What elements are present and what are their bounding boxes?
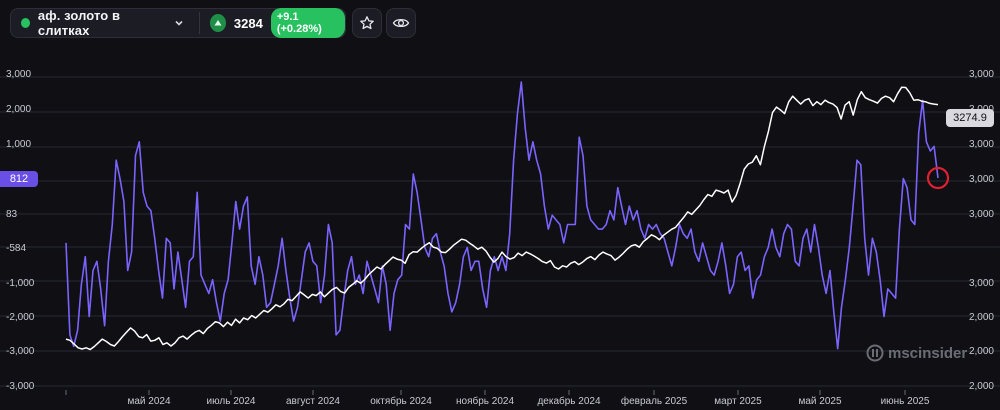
right-axis-tick-label: 3,000 (969, 174, 994, 185)
right-axis-tick-label: 2,000 (969, 312, 994, 323)
right-axis-tick-label: 3,000 (969, 278, 994, 289)
left-current-label: 812 (0, 171, 38, 187)
x-axis-tick-label: май 2024 (127, 396, 170, 407)
left-axis-tick-label: -3,000 (6, 346, 35, 357)
left-axis-tick-label: 3,000 (6, 69, 31, 80)
series-line-right-axis (65, 86, 939, 351)
top-toolbar: аф. золото в слитках 3284 +9.1 (+0.28%) (0, 0, 1000, 48)
series-line-left-axis (65, 81, 939, 350)
favorite-button[interactable] (352, 8, 382, 38)
x-axis: май 2024 июль 2024 август 2024 октябрь 2024… (65, 390, 930, 407)
right-axis-tick-label: 2,000 (969, 381, 994, 392)
left-axis: 3,000 2,000 1,000 83 -584 -1,000 -2,000 -3,000 -… (6, 69, 35, 392)
chart-grid (0, 76, 1000, 387)
left-axis-tick-label: -1,000 (6, 278, 35, 289)
left-axis-tick-label: -3,000 (6, 381, 35, 392)
eye-icon (392, 18, 410, 28)
x-axis-tick-label: февраль 2025 (621, 395, 688, 407)
current-point-marker (926, 166, 950, 190)
instrument-name: аф. золото в слитках (37, 8, 121, 38)
x-axis-tick-label: июнь 2025 (881, 396, 930, 407)
chevron-down-icon[interactable] (172, 16, 184, 30)
right-axis-tick-label: 2,000 (969, 346, 994, 357)
left-axis-tick-label: -2,000 (6, 312, 35, 323)
watermark-text: mscinsider (888, 344, 968, 362)
price-change-badge: +9.1 (+0.28%) (270, 8, 345, 38)
x-axis-tick-label: август 2024 (286, 396, 340, 407)
arrow-up-icon (209, 14, 226, 32)
x-axis-tick-label: июль 2024 (207, 396, 256, 407)
left-axis-tick-label: -584 (6, 243, 26, 254)
right-axis-tick-label: 3,000 (969, 139, 994, 150)
x-axis-tick-label: декабрь 2024 (537, 395, 601, 407)
watch-button[interactable] (386, 8, 416, 38)
instrument-selector[interactable]: аф. золото в слитках 3284 +9.1 (+0.28%) (10, 8, 346, 38)
right-axis-tick-label: 3,000 (969, 209, 994, 220)
right-current-label: 3274.9 (946, 109, 994, 127)
x-axis-tick-label: ноябрь 2024 (456, 395, 514, 407)
x-axis-tick-label: октябрь 2024 (370, 395, 432, 407)
watermark: mscinsider (866, 344, 967, 362)
toolbar-divider (198, 12, 200, 34)
watermark-logo-icon (866, 344, 884, 362)
left-axis-tick-label: 1,000 (6, 139, 31, 150)
left-axis-tick-label: 2,000 (6, 104, 31, 115)
x-axis-tick-label: май 2025 (798, 396, 841, 407)
star-icon (360, 16, 374, 30)
right-axis-tick-label: 3,000 (969, 69, 994, 80)
left-axis-tick-label: 83 (6, 209, 18, 220)
x-axis-tick-label: март 2025 (714, 396, 762, 407)
status-dot (21, 18, 30, 28)
current-price: 3284 (233, 15, 263, 31)
series-layer (65, 81, 939, 351)
